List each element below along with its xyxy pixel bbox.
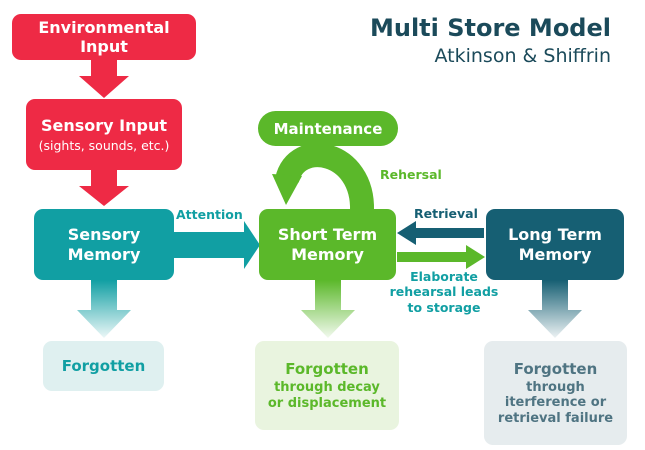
maintenance-box: Maintenance bbox=[258, 111, 398, 146]
retrieval-label: Retrieval bbox=[414, 206, 478, 221]
sensory-input-box: Sensory Input (sights, sounds, etc.) bbox=[26, 99, 182, 170]
rehearsal-loop-arrowhead bbox=[272, 174, 302, 205]
diagram-title: Multi Store Model bbox=[369, 14, 611, 42]
elaborate-line3: to storage bbox=[407, 299, 481, 315]
environmental-input-label: Environmental Input bbox=[38, 17, 170, 56]
attention-label: Attention bbox=[176, 207, 243, 222]
forgotten-ltm-line3: retrieval failure bbox=[497, 410, 614, 426]
forgotten-ltm-title: Forgotten bbox=[513, 359, 598, 378]
sensory-memory-box: Sensory Memory bbox=[34, 209, 174, 280]
forgotten-stm-box: Forgotten through decay or displacement bbox=[255, 341, 399, 430]
forgotten-ltm-line2: iterference or bbox=[504, 395, 607, 411]
forgotten-stm-line1: through decay bbox=[274, 379, 380, 395]
long-term-memory-line1: Long Term bbox=[508, 225, 602, 245]
elaborate-rehearsal-arrow bbox=[397, 245, 485, 269]
fade-arrow-stm bbox=[301, 280, 355, 338]
forgotten-ltm-box: Forgotten through iterference or retriev… bbox=[484, 341, 627, 445]
environmental-input-box: Environmental Input bbox=[12, 14, 196, 60]
arrow-sensory-input-to-sensory-memory bbox=[79, 170, 129, 206]
elaborate-line2: rehearsal leads bbox=[389, 284, 499, 300]
elaborate-rehearsal-label: Elaborate rehearsal leads to storage bbox=[388, 269, 500, 315]
forgotten-stm-title: Forgotten bbox=[285, 359, 369, 378]
sensory-input-title: Sensory Input bbox=[40, 115, 167, 135]
fade-arrow-ltm bbox=[528, 280, 582, 338]
diagram-subtitle: Atkinson & Shiffrin bbox=[434, 45, 611, 67]
attention-arrow bbox=[174, 221, 260, 269]
short-term-memory-line1: Short Term bbox=[277, 225, 378, 245]
sensory-input-detail: (sights, sounds, etc.) bbox=[38, 138, 170, 154]
fade-arrow-sensory bbox=[77, 280, 131, 338]
long-term-memory-box: Long Term Memory bbox=[486, 209, 624, 280]
sensory-memory-line1: Sensory bbox=[67, 225, 141, 245]
arrow-environment-to-sensory-input bbox=[79, 60, 129, 98]
forgotten-ltm-line1: through bbox=[526, 379, 585, 395]
forgotten-stm-line2: or displacement bbox=[267, 395, 387, 411]
rehersal-label: Rehersal bbox=[380, 167, 442, 182]
long-term-memory-line2: Memory bbox=[518, 244, 592, 264]
maintenance-label: Maintenance bbox=[273, 119, 383, 138]
rehearsal-loop-arrow bbox=[275, 143, 374, 212]
sensory-memory-line2: Memory bbox=[67, 244, 141, 264]
elaborate-line1: Elaborate bbox=[410, 269, 478, 284]
forgotten-sensory-title: Forgotten bbox=[61, 357, 146, 375]
short-term-memory-box: Short Term Memory bbox=[259, 209, 396, 280]
short-term-memory-line2: Memory bbox=[291, 244, 364, 264]
retrieval-arrow bbox=[397, 221, 484, 245]
forgotten-sensory-box: Forgotten bbox=[43, 341, 164, 391]
